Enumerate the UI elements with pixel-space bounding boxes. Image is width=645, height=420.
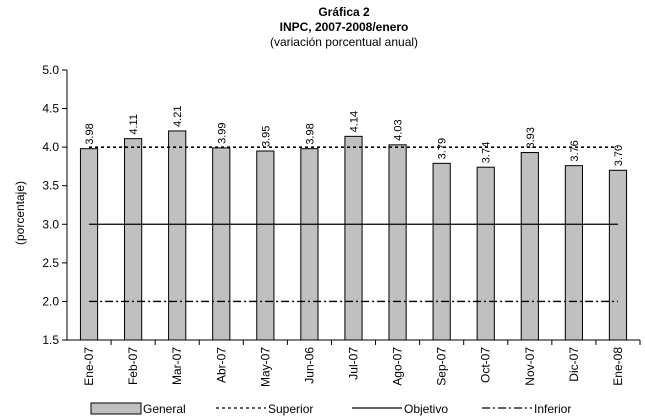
- bar-feb-07: [124, 138, 143, 341]
- y-tick-label: 3.0: [42, 217, 59, 231]
- plot-area: 1.5 2.0 2.5 3.0 3.5 4.0 4.5 5.0 Ene-07 3.98 Feb-07…: [42, 63, 641, 387]
- x-tick-label: Jun-06: [302, 347, 316, 384]
- x-tick-label: Nov-07: [523, 347, 537, 386]
- x-tick-label: Mar-07: [170, 347, 184, 385]
- bar-oct-07: [476, 166, 495, 341]
- chart-subtitle: INPC, 2007-2008/enero: [280, 20, 409, 34]
- data-label: 3.95: [260, 126, 272, 147]
- bar-sep-07: [432, 162, 451, 341]
- data-label: 3.93: [525, 127, 537, 148]
- legend: General Superior Objetivo Inferior: [90, 402, 571, 416]
- x-tick-label: May-07: [258, 347, 272, 387]
- data-label: 4.11: [128, 114, 140, 135]
- data-label: 3.76: [569, 140, 581, 161]
- y-tick-label: 2.5: [42, 256, 59, 270]
- data-label: 3.70: [613, 145, 625, 166]
- legend-label-general: General: [143, 402, 186, 416]
- y-tick-label: 4.0: [42, 140, 59, 154]
- bar-abr-07: [212, 147, 231, 341]
- x-tick-label: Jul-07: [347, 347, 361, 380]
- bar-dic-07: [564, 165, 583, 341]
- x-tick-label: Oct-07: [479, 347, 493, 383]
- data-label: 4.21: [172, 106, 184, 127]
- chart-subtitle-2: (variación porcentual anual): [270, 35, 418, 49]
- x-tick-label: Ago-07: [391, 347, 405, 386]
- data-label: 3.98: [84, 123, 96, 144]
- x-tick-label: Sep-07: [435, 347, 449, 386]
- bar-ene-07: [79, 148, 99, 341]
- data-label: 3.79: [437, 138, 449, 159]
- bar-nov-07: [520, 152, 539, 341]
- bar-jun-06: [300, 148, 319, 341]
- y-tick-label: 1.5: [42, 333, 59, 347]
- x-tick-label: Dic-07: [567, 347, 581, 382]
- bar-mar-07: [168, 130, 187, 341]
- bar-ago-07: [388, 144, 407, 341]
- legend-label-superior: Superior: [268, 402, 313, 416]
- y-tick-label: 3.5: [42, 179, 59, 193]
- legend-label-inferior: Inferior: [534, 402, 571, 416]
- bar-jul-07: [344, 135, 363, 341]
- y-tick-label: 2.0: [42, 294, 59, 308]
- bar-may-07: [256, 150, 275, 341]
- data-label: 3.98: [304, 123, 316, 144]
- data-label: 4.14: [349, 111, 361, 132]
- y-tick-label: 5.0: [42, 63, 59, 77]
- legend-swatch-general: [90, 402, 142, 415]
- y-tick-label: 4.5: [42, 102, 59, 116]
- x-tick-label: Ene-08: [611, 347, 625, 386]
- legend-label-objetivo: Objetivo: [404, 402, 448, 416]
- x-tick-label: Ene-07: [82, 347, 96, 386]
- data-label: 3.74: [481, 142, 493, 163]
- data-label: 4.03: [393, 119, 405, 140]
- x-tick-label: Abr-07: [214, 347, 228, 383]
- y-axis-label: (porcentaje): [13, 181, 27, 245]
- chart-title: Gráfica 2: [318, 5, 370, 19]
- x-tick-label: Feb-07: [126, 347, 140, 385]
- data-label: 3.99: [216, 122, 228, 143]
- bar-ene-08: [608, 169, 628, 341]
